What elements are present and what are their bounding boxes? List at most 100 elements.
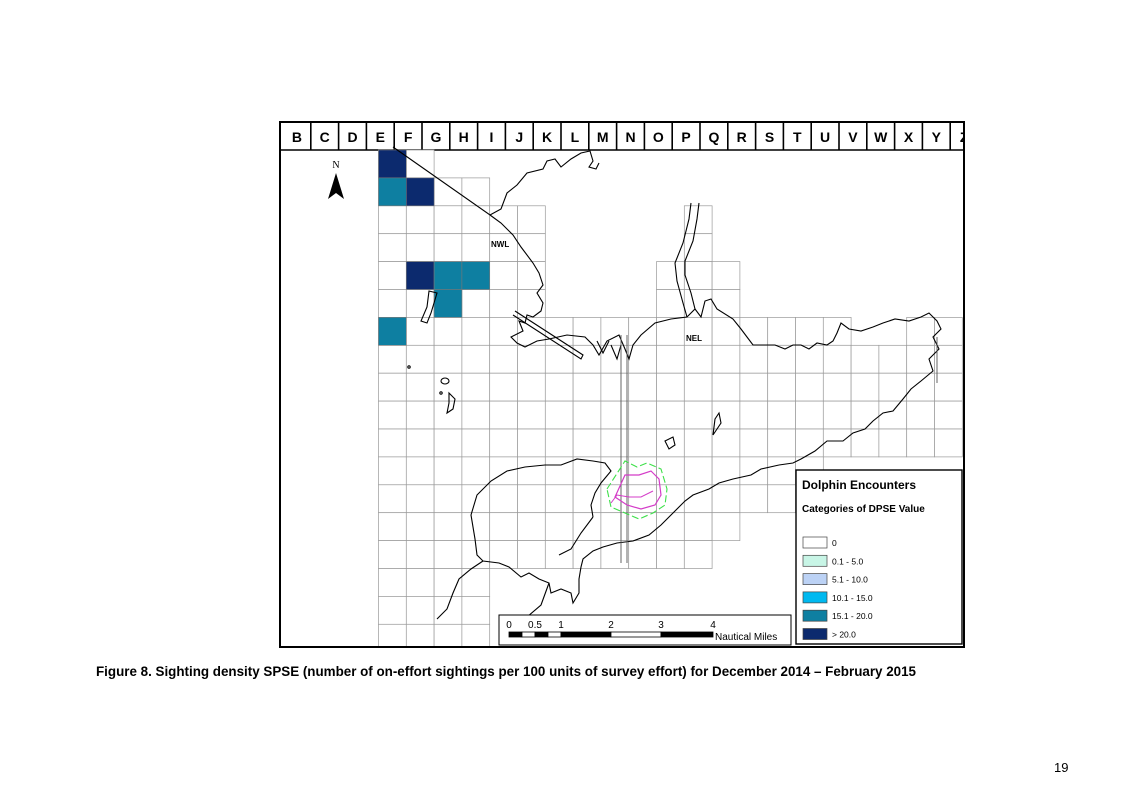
grid-cell [767, 428, 796, 458]
grid-cell [683, 317, 713, 346]
grid-cell [878, 344, 908, 374]
grid-cell [433, 233, 463, 262]
scale-unit-label: Nautical Miles [715, 632, 777, 643]
grid-cell [739, 456, 769, 486]
island [440, 377, 450, 385]
grid-cell [656, 289, 685, 318]
grid-cell [433, 596, 463, 625]
grid-cell [600, 540, 630, 569]
column-label-p: P [681, 129, 690, 145]
grid-cell [628, 456, 657, 486]
density-cell [461, 261, 490, 290]
grid-cell [600, 317, 630, 346]
grid-cell [433, 456, 463, 486]
legend-swatch [802, 536, 828, 549]
grid-cell [934, 428, 963, 458]
grid-cell [378, 596, 407, 625]
grid-cell [405, 400, 435, 430]
grid-cell [461, 289, 491, 318]
legend-title: Dolphin Encounters [802, 478, 916, 492]
grid-cell [656, 428, 685, 458]
grid-cell [795, 344, 824, 374]
grid-cell [906, 428, 935, 458]
column-label-f: F [404, 129, 413, 145]
grid-cell [767, 372, 796, 402]
column-label-m: M [597, 129, 609, 145]
grid-cell [405, 372, 435, 402]
magenta-outline-inner [610, 490, 654, 504]
grid-cell [572, 540, 602, 569]
island [446, 391, 456, 415]
grid-cell [572, 512, 602, 541]
grid-cell [544, 428, 574, 458]
grid-cell [461, 205, 491, 235]
grid-cell [517, 400, 546, 430]
legend-item-label: 10.1 - 15.0 [832, 593, 873, 603]
grid-cell [378, 261, 407, 290]
grid-cell [683, 261, 713, 290]
column-label-t: T [793, 129, 802, 145]
grid-cell [517, 261, 546, 290]
density-cell [378, 177, 407, 207]
grid-cell [544, 317, 574, 346]
column-label-j: J [515, 129, 523, 145]
grid-cell [656, 540, 685, 569]
grid-cell [489, 205, 518, 235]
island [664, 436, 676, 450]
grid-cell [405, 540, 435, 569]
grid-cell [489, 400, 518, 430]
area-label-nwl: NWL [491, 240, 509, 249]
grid-cell [711, 484, 741, 514]
grid-cell [405, 512, 435, 541]
grid-cell [433, 428, 463, 458]
scale-segment [521, 631, 536, 638]
north-arrow-shape [328, 173, 344, 199]
column-label-h: H [459, 129, 469, 145]
grid-cell [544, 372, 574, 402]
grid-cell [711, 261, 741, 290]
grid-cell [906, 400, 935, 430]
magenta-outline [614, 470, 662, 510]
grid-cell [461, 428, 491, 458]
grid-cell [934, 344, 963, 374]
grid-cell [906, 317, 935, 346]
grid-cell [628, 428, 657, 458]
grid-cell [378, 623, 407, 646]
coastline-north-shore [548, 298, 942, 466]
grid-cell [517, 205, 546, 235]
grid-cell [711, 456, 741, 486]
grid-cell [489, 428, 518, 458]
grid-cell [767, 317, 796, 346]
scale-tick-label: 3 [658, 620, 664, 631]
grid-cell [461, 456, 491, 486]
grid-cell [656, 400, 685, 430]
column-header-row: B C D E F G H I J K L MN O P Q R S T U VWX Y Z [281, 123, 963, 151]
grid-cell [378, 372, 407, 402]
grid-cell [517, 512, 546, 541]
grid-cell [934, 400, 963, 430]
density-cell [406, 261, 435, 290]
coastline-northwest [392, 146, 600, 216]
grid-cell [850, 428, 880, 458]
legend-swatch [802, 573, 828, 585]
grid-cell [572, 428, 602, 458]
grid-cell [544, 400, 574, 430]
grid-cell [572, 484, 602, 514]
grid-cell [572, 400, 602, 430]
grid-cell [628, 372, 657, 402]
scale-tick-label: 2 [608, 620, 614, 631]
legend: Dolphin Encounters Categories of DPSE Val… [795, 469, 963, 645]
grid-cell [461, 177, 491, 207]
island [420, 290, 438, 324]
grid-cell [433, 317, 463, 346]
grid-cell [517, 428, 546, 458]
density-cell [378, 149, 407, 179]
legend-item-label: > 20.0 [832, 630, 856, 640]
grid-cell [628, 344, 657, 374]
grid-cell [461, 512, 491, 541]
grid-cell [822, 344, 852, 374]
grid-cell [656, 344, 685, 374]
scale-tick-label: 0 [506, 620, 512, 631]
bay [558, 516, 594, 556]
grid-cell [405, 344, 435, 374]
